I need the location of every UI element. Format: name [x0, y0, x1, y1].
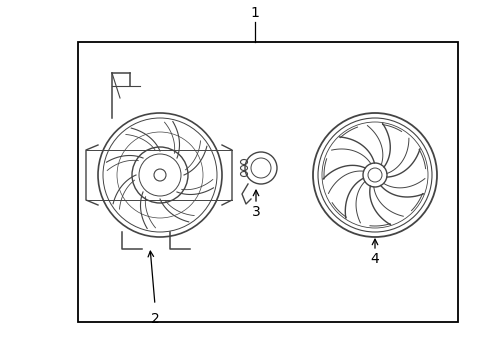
Text: 1: 1	[250, 6, 259, 20]
Text: 4: 4	[370, 252, 379, 266]
Bar	[78, 42, 457, 322]
Text: 3: 3	[251, 205, 260, 219]
Text: 2: 2	[150, 312, 159, 326]
